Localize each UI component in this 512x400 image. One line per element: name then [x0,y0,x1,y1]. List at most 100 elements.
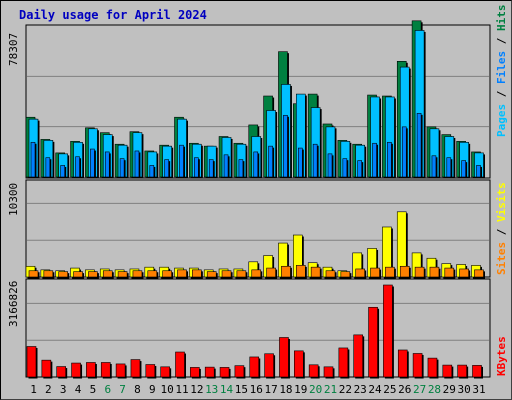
files-bar [208,159,214,178]
sites-bar [117,271,128,278]
kbytes-bar [472,365,482,378]
x-tick-label: 25 [383,383,396,396]
legend-sites-visits: Sites / Visits [495,182,508,275]
sites-bar [414,266,425,278]
x-tick-label: 12 [190,383,203,396]
files-bar [149,165,155,178]
x-tick-label: 13 [205,383,218,396]
x-tick-label: 27 [413,383,426,396]
sites-bar [385,266,395,278]
files-bar [119,158,125,178]
sites-bar [399,265,410,278]
kbytes-bar [41,359,52,378]
files-bar [179,144,184,178]
x-tick-label: 24 [368,383,382,396]
x-tick-label: 11 [175,383,188,396]
kbytes-bar [26,346,37,378]
sites-bar [221,270,232,278]
y-max-label-hits: 78307 [7,33,20,66]
sites-bar [266,267,276,278]
kbytes-bar [86,362,96,378]
sites-bar [88,271,98,278]
kbytes-bar [427,357,438,378]
kbytes-bar [130,359,141,378]
kbytes-bar [100,362,111,378]
sites-bar [310,266,321,278]
legend-kbytes: KBytes [495,336,508,376]
sites-bar [429,266,440,278]
x-tick-label: 6 [104,383,111,396]
kbytes-bar [338,347,349,378]
files-bar [75,156,80,178]
kbytes-bar [368,306,378,378]
x-tick-label: 18 [279,383,292,396]
x-tick-label: 10 [161,383,174,396]
x-tick-label: 15 [235,383,248,396]
files-bar [297,147,303,178]
sites-bar [281,265,291,278]
sites-bar [295,265,306,278]
legend-part: Files [495,51,508,84]
sites-bar [102,270,113,278]
kbytes-bar [190,367,200,378]
kbytes-bar [204,366,215,378]
files-bar [283,114,288,178]
files-bar [327,153,333,178]
sites-bar [73,271,83,278]
files-bar [30,141,36,178]
kbytes-bar [71,362,81,378]
x-tick-label: 29 [443,383,456,396]
legend-part: Visits [495,182,508,222]
x-tick-label: 1 [30,383,37,396]
sites-bar [177,269,187,278]
files-bar [164,159,169,178]
kbytes-bar [308,364,319,378]
sites-bar [251,269,262,278]
sites-bar [474,269,484,278]
files-bar [45,157,51,178]
files-bar [401,126,407,178]
files-bar [387,141,392,178]
chart-title: Daily usage for April 2024 [19,8,207,22]
sites-bar [325,270,336,278]
x-tick-label: 28 [428,383,441,396]
x-tick-label: 4 [75,383,82,396]
x-tick-label: 22 [339,383,352,396]
kbytes-bar [56,366,67,378]
kbytes-bar [323,366,334,378]
sites-bar [206,271,217,278]
kbytes-bar [412,353,423,378]
x-tick-label: 23 [354,383,367,396]
x-tick-label: 26 [398,383,411,396]
bars [25,20,485,379]
sites-bar [162,270,172,278]
kbytes-bar [219,367,230,378]
kbytes-bar [160,366,170,378]
x-tick-label: 2 [45,383,52,396]
x-tick-label: 3 [60,383,67,396]
files-bar [60,165,66,178]
files-bar [357,160,363,178]
files-bar [238,159,244,178]
files-bar [194,157,199,178]
files-bar [416,113,422,178]
x-tick-label: 21 [324,383,337,396]
x-tick-label: 9 [149,383,156,396]
x-tick-label: 19 [294,383,307,396]
legend-part: / [495,84,508,104]
legend-part: Hits [495,5,508,32]
sites-bar [340,271,351,278]
x-tick-label: 14 [220,383,234,396]
x-tick-labels: 1 2 3 4 5 6 7 8 9 10 11 12 13 14 15 16 17 18 19 20 21 22 23 24 2… [30,383,485,396]
kbytes-bar [397,349,408,378]
kbytes-bar [442,364,453,378]
kbytes-bar [249,356,260,378]
kbytes-bar [115,363,126,378]
kbytes-bar [279,337,289,378]
sites-bar [43,270,54,278]
x-tick-label: 30 [458,383,471,396]
x-tick-label: 31 [472,383,485,396]
sites-bar [459,268,469,278]
x-tick-label: 5 [90,383,97,396]
